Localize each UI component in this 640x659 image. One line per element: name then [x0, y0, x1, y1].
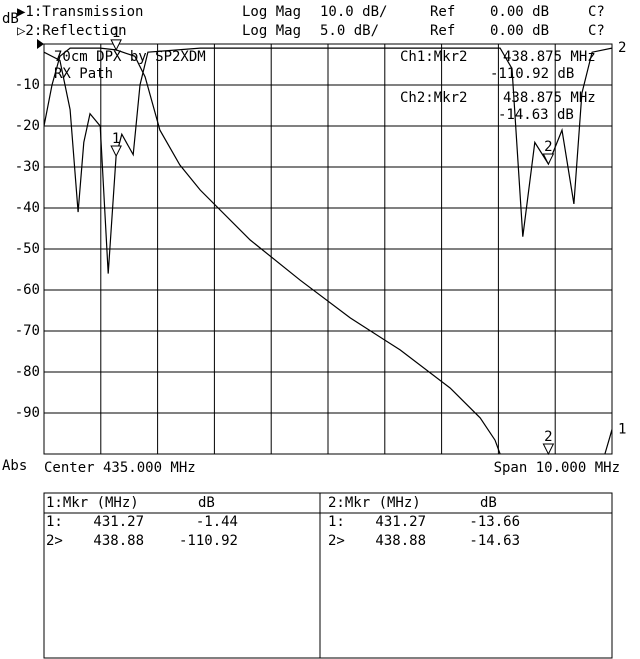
marker-table-frame	[43, 492, 613, 659]
table-cell: 438.88	[93, 533, 144, 549]
table-cell: 2>	[46, 533, 63, 549]
annotation: Ch1:Mkr2	[400, 49, 467, 65]
y-tick-label: -20	[15, 118, 40, 134]
marker	[542, 153, 555, 166]
marker	[542, 443, 555, 456]
header-text: Ref	[430, 4, 455, 20]
y-tick-label: dB	[2, 11, 19, 27]
annotation: RX Path	[54, 66, 113, 82]
y-tick-label: Abs	[2, 458, 27, 474]
table-cell: 1:	[328, 514, 345, 530]
marker-label: 2	[544, 139, 552, 155]
header-text: Ref	[430, 23, 455, 39]
header-text: ▶1:Transmission	[17, 4, 143, 20]
y-tick-label: -80	[15, 364, 40, 380]
span-label: Span 10.000 MHz	[494, 460, 620, 476]
trace-end-label: 2	[618, 40, 626, 56]
annotation: -110.92 dB	[490, 66, 574, 82]
traces	[44, 47, 612, 454]
center-label: Center 435.000 MHz	[44, 460, 196, 476]
header-text: Log Mag	[242, 23, 301, 39]
annotation: 70cm DPX by SP2XDM	[54, 49, 206, 65]
annotation: 438.875 MHz	[503, 49, 596, 65]
annotation: Ch2:Mkr2	[400, 90, 467, 106]
table-cell: -14.63	[469, 533, 520, 549]
table-header: dB	[198, 495, 215, 511]
table-cell: -110.92	[179, 533, 238, 549]
header-text: ▷2:Reflection	[17, 23, 127, 39]
header-text: 5.0 dB/	[320, 23, 379, 39]
y-tick-label: -40	[15, 200, 40, 216]
trace	[44, 47, 612, 274]
trace	[44, 47, 612, 454]
marker	[110, 145, 122, 158]
header-text: 0.00 dB	[490, 4, 549, 20]
table-cell: 1:	[46, 514, 63, 530]
header-text: Log Mag	[242, 4, 301, 20]
table-cell: -1.44	[196, 514, 238, 530]
reference-pointer	[37, 39, 44, 49]
table-header: 2:Mkr (MHz)	[328, 495, 421, 511]
table-header: 1:Mkr (MHz)	[46, 495, 139, 511]
header-text: 10.0 dB/	[320, 4, 387, 20]
header-text: C?	[588, 4, 605, 20]
marker-label: 2	[544, 429, 552, 445]
annotation: -14.63 dB	[498, 107, 574, 123]
table-header: dB	[480, 495, 497, 511]
y-tick-label: -60	[15, 282, 40, 298]
marker-label: 1	[112, 25, 120, 41]
y-tick-label: -50	[15, 241, 40, 257]
table-cell: 431.27	[93, 514, 144, 530]
table-cell: 438.88	[375, 533, 426, 549]
y-tick-label: -30	[15, 159, 40, 175]
table-cell: 431.27	[375, 514, 426, 530]
y-tick-label: -10	[15, 77, 40, 93]
table-cell: 2>	[328, 533, 345, 549]
header-text: C?	[588, 23, 605, 39]
annotation: 438.875 MHz	[503, 90, 596, 106]
marker	[110, 39, 122, 52]
table-cell: -13.66	[469, 514, 520, 530]
header-text: 0.00 dB	[490, 23, 549, 39]
trace-end-label: 1	[618, 421, 626, 437]
y-tick-label: -90	[15, 405, 40, 421]
y-tick-label: -70	[15, 323, 40, 339]
marker-label: 1	[112, 131, 120, 147]
